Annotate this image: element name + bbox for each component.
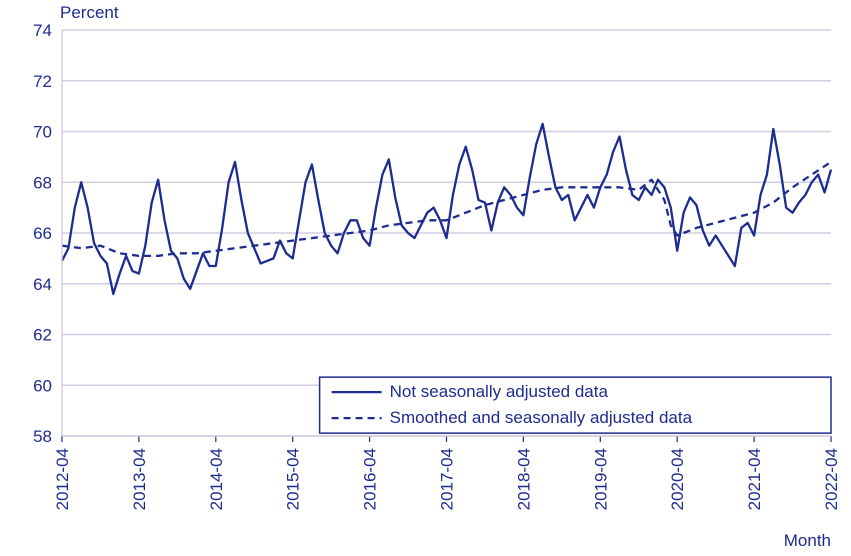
x-tick-label: 2016-04: [361, 448, 380, 510]
x-tick-label: 2017-04: [438, 448, 457, 510]
y-tick-label: 68: [33, 173, 52, 192]
x-tick-label: 2015-04: [284, 448, 303, 510]
line-chart: 58 60 62 64 66 68 70 72 74 Percent 2012-04 2013-04 2…: [0, 0, 851, 556]
x-tick-label: 2013-04: [130, 448, 149, 510]
x-tick-label: 2022-04: [822, 448, 841, 510]
x-tick-label: 2019-04: [591, 448, 610, 510]
legend-label: Not seasonally adjusted data: [390, 382, 609, 401]
x-tick-label: 2021-04: [745, 448, 764, 510]
x-axis-title: Month: [784, 531, 831, 550]
legend-label: Smoothed and seasonally adjusted data: [390, 408, 693, 427]
y-tick-label: 66: [33, 224, 52, 243]
x-tick-label: 2018-04: [514, 448, 533, 510]
y-tick-label: 64: [33, 275, 52, 294]
y-tick-label: 74: [33, 21, 52, 40]
x-tick-label: 2020-04: [668, 448, 687, 510]
y-tick-label: 58: [33, 427, 52, 446]
y-tick-label: 62: [33, 326, 52, 345]
x-tick-label: 2014-04: [207, 448, 226, 510]
x-tick-label: 2012-04: [53, 448, 72, 510]
y-tick-label: 72: [33, 72, 52, 91]
y-tick-label: 60: [33, 376, 52, 395]
y-axis-title: Percent: [60, 3, 119, 22]
chart-svg: 58 60 62 64 66 68 70 72 74 Percent 2012-04 2013-04 2…: [0, 0, 851, 556]
y-tick-label: 70: [33, 123, 52, 142]
